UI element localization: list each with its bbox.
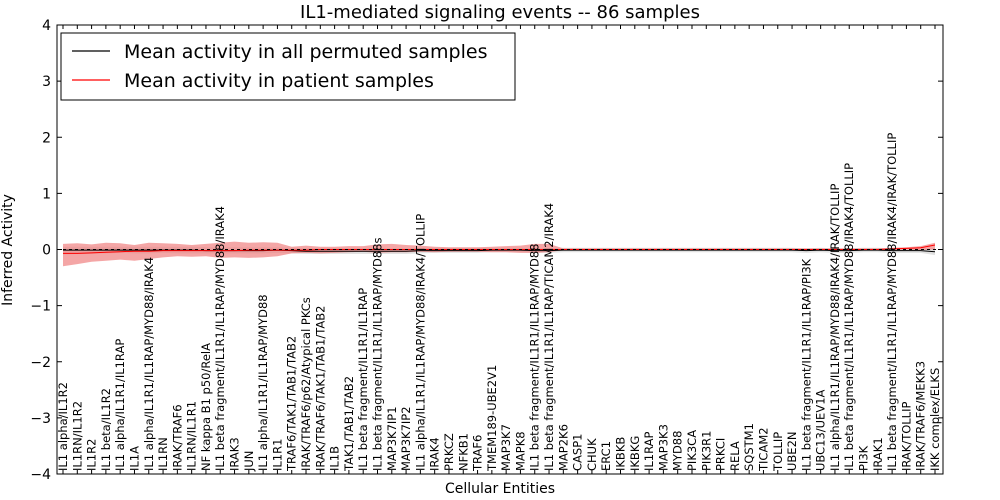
category-label: IRAK/TRAF6 — [170, 404, 184, 471]
category-label: UBE2N — [785, 432, 799, 472]
category-label: JUN — [242, 451, 256, 472]
category-label: IL1 beta fragment/IL1R1/IL1RAP/MYD88 — [528, 244, 542, 471]
y-tick-label: −3 — [30, 411, 51, 427]
category-label: PIK3R1 — [699, 431, 713, 472]
category-label: IRAK/TRAF6/TAK1/TAB1/TAB2 — [313, 306, 327, 471]
category-label: IL1A — [128, 446, 142, 471]
category-label: MYD88 — [671, 431, 685, 471]
category-label: TRAF6/TAK1/TAB1/TAB2 — [285, 336, 299, 472]
category-label: IL1RAP — [642, 431, 656, 471]
category-label: IL1RN/IL1R2 — [70, 401, 84, 471]
category-label: IL1 alpha/IL1R1/IL1RAP/MYD88/IRAK4/IRAK/… — [828, 184, 842, 471]
category-label: MAP3K7 — [499, 424, 513, 471]
category-label: TRAF6 — [471, 435, 485, 472]
category-label: IL1 beta fragment/IL1R1/IL1RAP/MYD88/IRA… — [885, 133, 899, 471]
category-label: IL1 beta fragment/IL1R1/IL1RAP/MYD88s — [371, 238, 385, 471]
category-label: IL1 beta fragment/IL1R1/IL1RAP — [356, 288, 370, 471]
y-tick-label: 0 — [42, 243, 51, 259]
y-tick-label: 1 — [42, 186, 51, 202]
category-label: IL1 beta fragment/IL1R1/IL1RAP/PI3K — [799, 258, 813, 471]
category-label: MAP2K6 — [556, 424, 570, 471]
category-label: CASP1 — [571, 434, 585, 471]
category-label: IL1 beta fragment/IL1R1/IL1RAP/MYD88/IRA… — [213, 206, 227, 471]
category-label: TMEM189-UBE2V1 — [485, 365, 499, 472]
category-label: IRAK3 — [228, 437, 242, 471]
category-label: IKBKB — [614, 437, 628, 471]
category-label: IRAK1 — [871, 437, 885, 471]
category-label: IL1 beta/IL1R2 — [99, 388, 113, 471]
category-label: PRKCZ — [442, 433, 456, 471]
category-label: IL1 alpha/IL1R1/IL1RAP — [113, 339, 127, 471]
category-label: IKK complex/ELKS — [928, 368, 942, 471]
category-label: IL1RN — [156, 437, 170, 471]
category-label: ERC1 — [599, 441, 613, 471]
patient-band — [63, 241, 935, 267]
x-axis-label: Cellular Entities — [445, 481, 555, 497]
category-label: RELA — [728, 441, 742, 471]
category-label: NF kappa B1 p50/RelA — [199, 343, 213, 471]
category-labels: IL1 alpha/IL1R2 IL1RN/IL1R2 IL1R2 IL1 beta/… — [56, 25, 942, 474]
y-tick-label: −4 — [30, 467, 51, 483]
category-label: NFKB1 — [456, 433, 470, 471]
legend-frame — [60, 32, 516, 101]
category-label: IL1R2 — [85, 439, 99, 471]
category-label: PRKCI — [714, 438, 728, 471]
category-label: IL1 alpha/IL1R1/IL1RAP/MYD88/IRAK4 — [142, 257, 156, 471]
y-axis-label: Inferred Activity — [0, 194, 16, 306]
category-label: IRAK/TRAF6/MEKK3 — [914, 361, 928, 471]
category-label: IKBKG — [628, 436, 642, 471]
category-label: IL1B — [328, 446, 342, 471]
category-label: IRAK4 — [428, 437, 442, 471]
category-label: IRAK/TOLLIP — [899, 402, 913, 471]
legend: Mean activity in all permuted samples Me… — [60, 32, 516, 101]
category-label: IL1 beta fragment/IL1R1/IL1RAP/MYD88/IRA… — [842, 163, 856, 471]
category-label: IL1 alpha/IL1R1/IL1RAP/MYD88 — [256, 294, 270, 471]
category-label: IL1 alpha/IL1R2 — [56, 382, 70, 471]
category-label: MAP3K3 — [656, 424, 670, 471]
legend-label-patient: Mean activity in patient samples — [124, 70, 434, 92]
category-label: UBC13/UEV1A — [814, 389, 828, 471]
category-label: IL1R1 — [270, 439, 284, 471]
y-tick-label: −1 — [30, 299, 51, 315]
y-tick-label: 3 — [42, 74, 51, 90]
category-label: IL1RN/IL1R1 — [185, 401, 199, 471]
ticks-layer: −4 −3 −2 −1 0 1 2 3 4 — [30, 18, 943, 483]
bands-layer — [63, 241, 935, 267]
category-label: IRAK/TRAF6/p62/Atypical PKCs — [299, 297, 313, 471]
category-label: TOLLIP — [771, 432, 785, 472]
category-label: PI3K — [857, 445, 871, 471]
category-label: SQSTM1 — [742, 423, 756, 471]
y-tick-label: 2 — [42, 130, 51, 146]
category-label: PIK3CA — [685, 430, 699, 471]
category-label: IL1 alpha/IL1R1/IL1RAP/MYD88/IRAK4/TOLLI… — [413, 214, 427, 471]
category-label: MAP3K7IP2 — [399, 406, 413, 471]
legend-label-permuted: Mean activity in all permuted samples — [124, 41, 487, 63]
category-label: IL1 beta fragment/IL1R1/IL1RAP/TICAM2/IR… — [542, 203, 556, 471]
category-label: MAPK8 — [513, 431, 527, 471]
category-label: TICAM2 — [757, 427, 771, 472]
category-label: MAP3K7IP1 — [385, 406, 399, 471]
category-label: CHUK — [585, 438, 599, 471]
y-tick-label: 4 — [42, 18, 51, 34]
chart-title: IL1-mediated signaling events -- 86 samp… — [300, 2, 700, 23]
y-tick-label: −2 — [30, 355, 51, 371]
category-label: TAK1/TAB1/TAB2 — [342, 376, 356, 472]
